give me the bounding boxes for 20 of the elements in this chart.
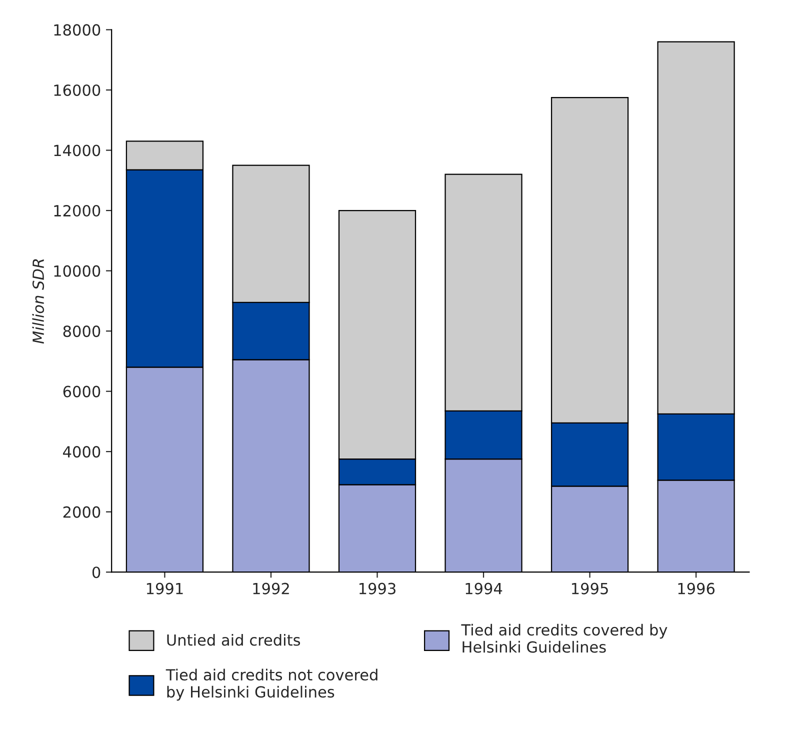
legend-label: Tied aid credits not covered by Helsinki Guidelines xyxy=(166,668,378,701)
x-tick-label: 1996 xyxy=(678,582,715,594)
x-tick-label: 1992 xyxy=(253,582,289,594)
y-tick-label: 6000 xyxy=(63,386,100,398)
y-tick-label: 14000 xyxy=(54,144,100,156)
x-tick-label: 1995 xyxy=(572,582,608,594)
y-tick-label: 0 xyxy=(92,566,100,578)
legend-label: Untied aid credits xyxy=(167,634,300,646)
x-tick-label: 1993 xyxy=(359,582,396,594)
y-tick-label: 10000 xyxy=(54,265,100,277)
y-tick-label: 12000 xyxy=(54,204,100,217)
y-axis-title: Million SDR xyxy=(32,259,44,344)
x-tick-label: 1994 xyxy=(466,582,502,594)
y-tick-label: 18000 xyxy=(54,24,100,36)
y-tick-label: 2000 xyxy=(63,506,100,518)
legend-label: Tied aid credits covered by Helsinki Guidelines xyxy=(461,624,668,653)
y-tick-label: 4000 xyxy=(63,446,100,458)
y-tick-label: 8000 xyxy=(63,326,100,338)
x-tick-label: 1991 xyxy=(146,582,183,594)
y-tick-label: 16000 xyxy=(54,84,100,96)
